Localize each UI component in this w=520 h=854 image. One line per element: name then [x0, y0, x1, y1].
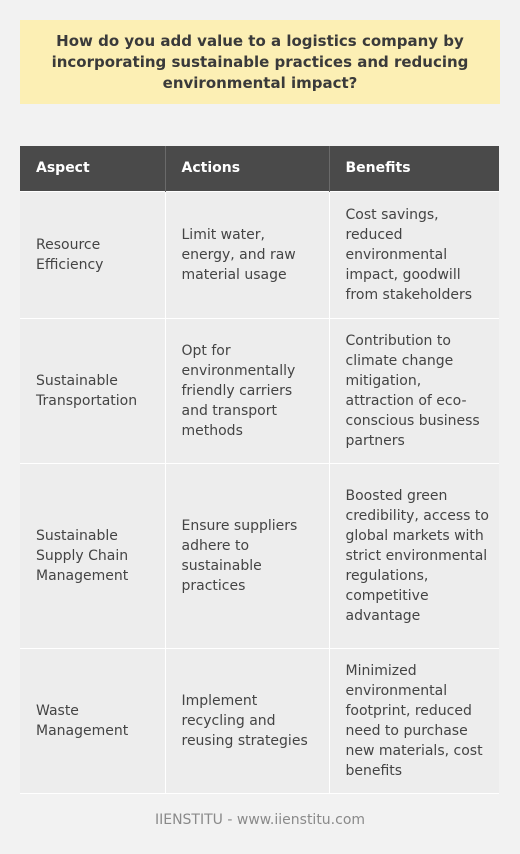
table-row: Sustainable Supply Chain Management Ensu… — [20, 462, 499, 649]
cell-aspect: Waste Management — [20, 647, 166, 794]
cell-aspect: Sustainable Supply Chain Management — [20, 462, 166, 649]
column-header-actions: Actions — [165, 146, 330, 191]
cell-benefits: Cost savings, reduced environmental impa… — [328, 190, 499, 319]
column-header-aspect: Aspect — [20, 146, 166, 191]
question-box: How do you add value to a logistics comp… — [20, 20, 500, 104]
cell-benefits: Boosted green credibility, access to glo… — [328, 462, 499, 649]
cell-aspect: Resource Efficiency — [20, 190, 166, 319]
column-header-benefits: Benefits — [329, 146, 499, 191]
cell-benefits: Minimized environmental footprint, reduc… — [328, 647, 499, 794]
cell-aspect: Sustainable Transportation — [20, 317, 166, 464]
question-title: How do you add value to a logistics comp… — [51, 31, 469, 92]
cell-actions: Opt for environmentally friendly carrier… — [164, 317, 330, 464]
cell-benefits: Contribution to climate change mitigatio… — [328, 317, 499, 464]
footer-credit: IIENSTITU - www.iienstitu.com — [154, 812, 366, 828]
cell-actions: Limit water, energy, and raw material us… — [164, 190, 330, 319]
table-row: Sustainable Transportation Opt for envir… — [20, 317, 499, 464]
table-header-row: Aspect Actions Benefits — [20, 146, 499, 191]
table-row: Waste Management Implement recycling and… — [20, 647, 499, 794]
cell-actions: Implement recycling and reusing strategi… — [164, 647, 330, 794]
cell-actions: Ensure suppliers adhere to sustainable p… — [164, 462, 330, 649]
info-table: Aspect Actions Benefits Resource Efficie… — [20, 146, 499, 794]
table-row: Resource Efficiency Limit water, energy,… — [20, 190, 499, 319]
